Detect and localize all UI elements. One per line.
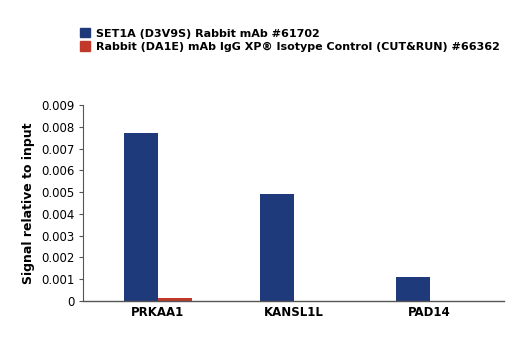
Bar xyxy=(396,277,430,301)
Y-axis label: Signal relative to input: Signal relative to input xyxy=(22,122,35,284)
Bar xyxy=(260,194,294,301)
Bar xyxy=(158,299,192,301)
Bar xyxy=(124,133,158,301)
Legend: SET1A (D3V9S) Rabbit mAb #61702, Rabbit (DA1E) mAb IgG XP® Isotype Control (CUT&: SET1A (D3V9S) Rabbit mAb #61702, Rabbit … xyxy=(80,28,500,52)
